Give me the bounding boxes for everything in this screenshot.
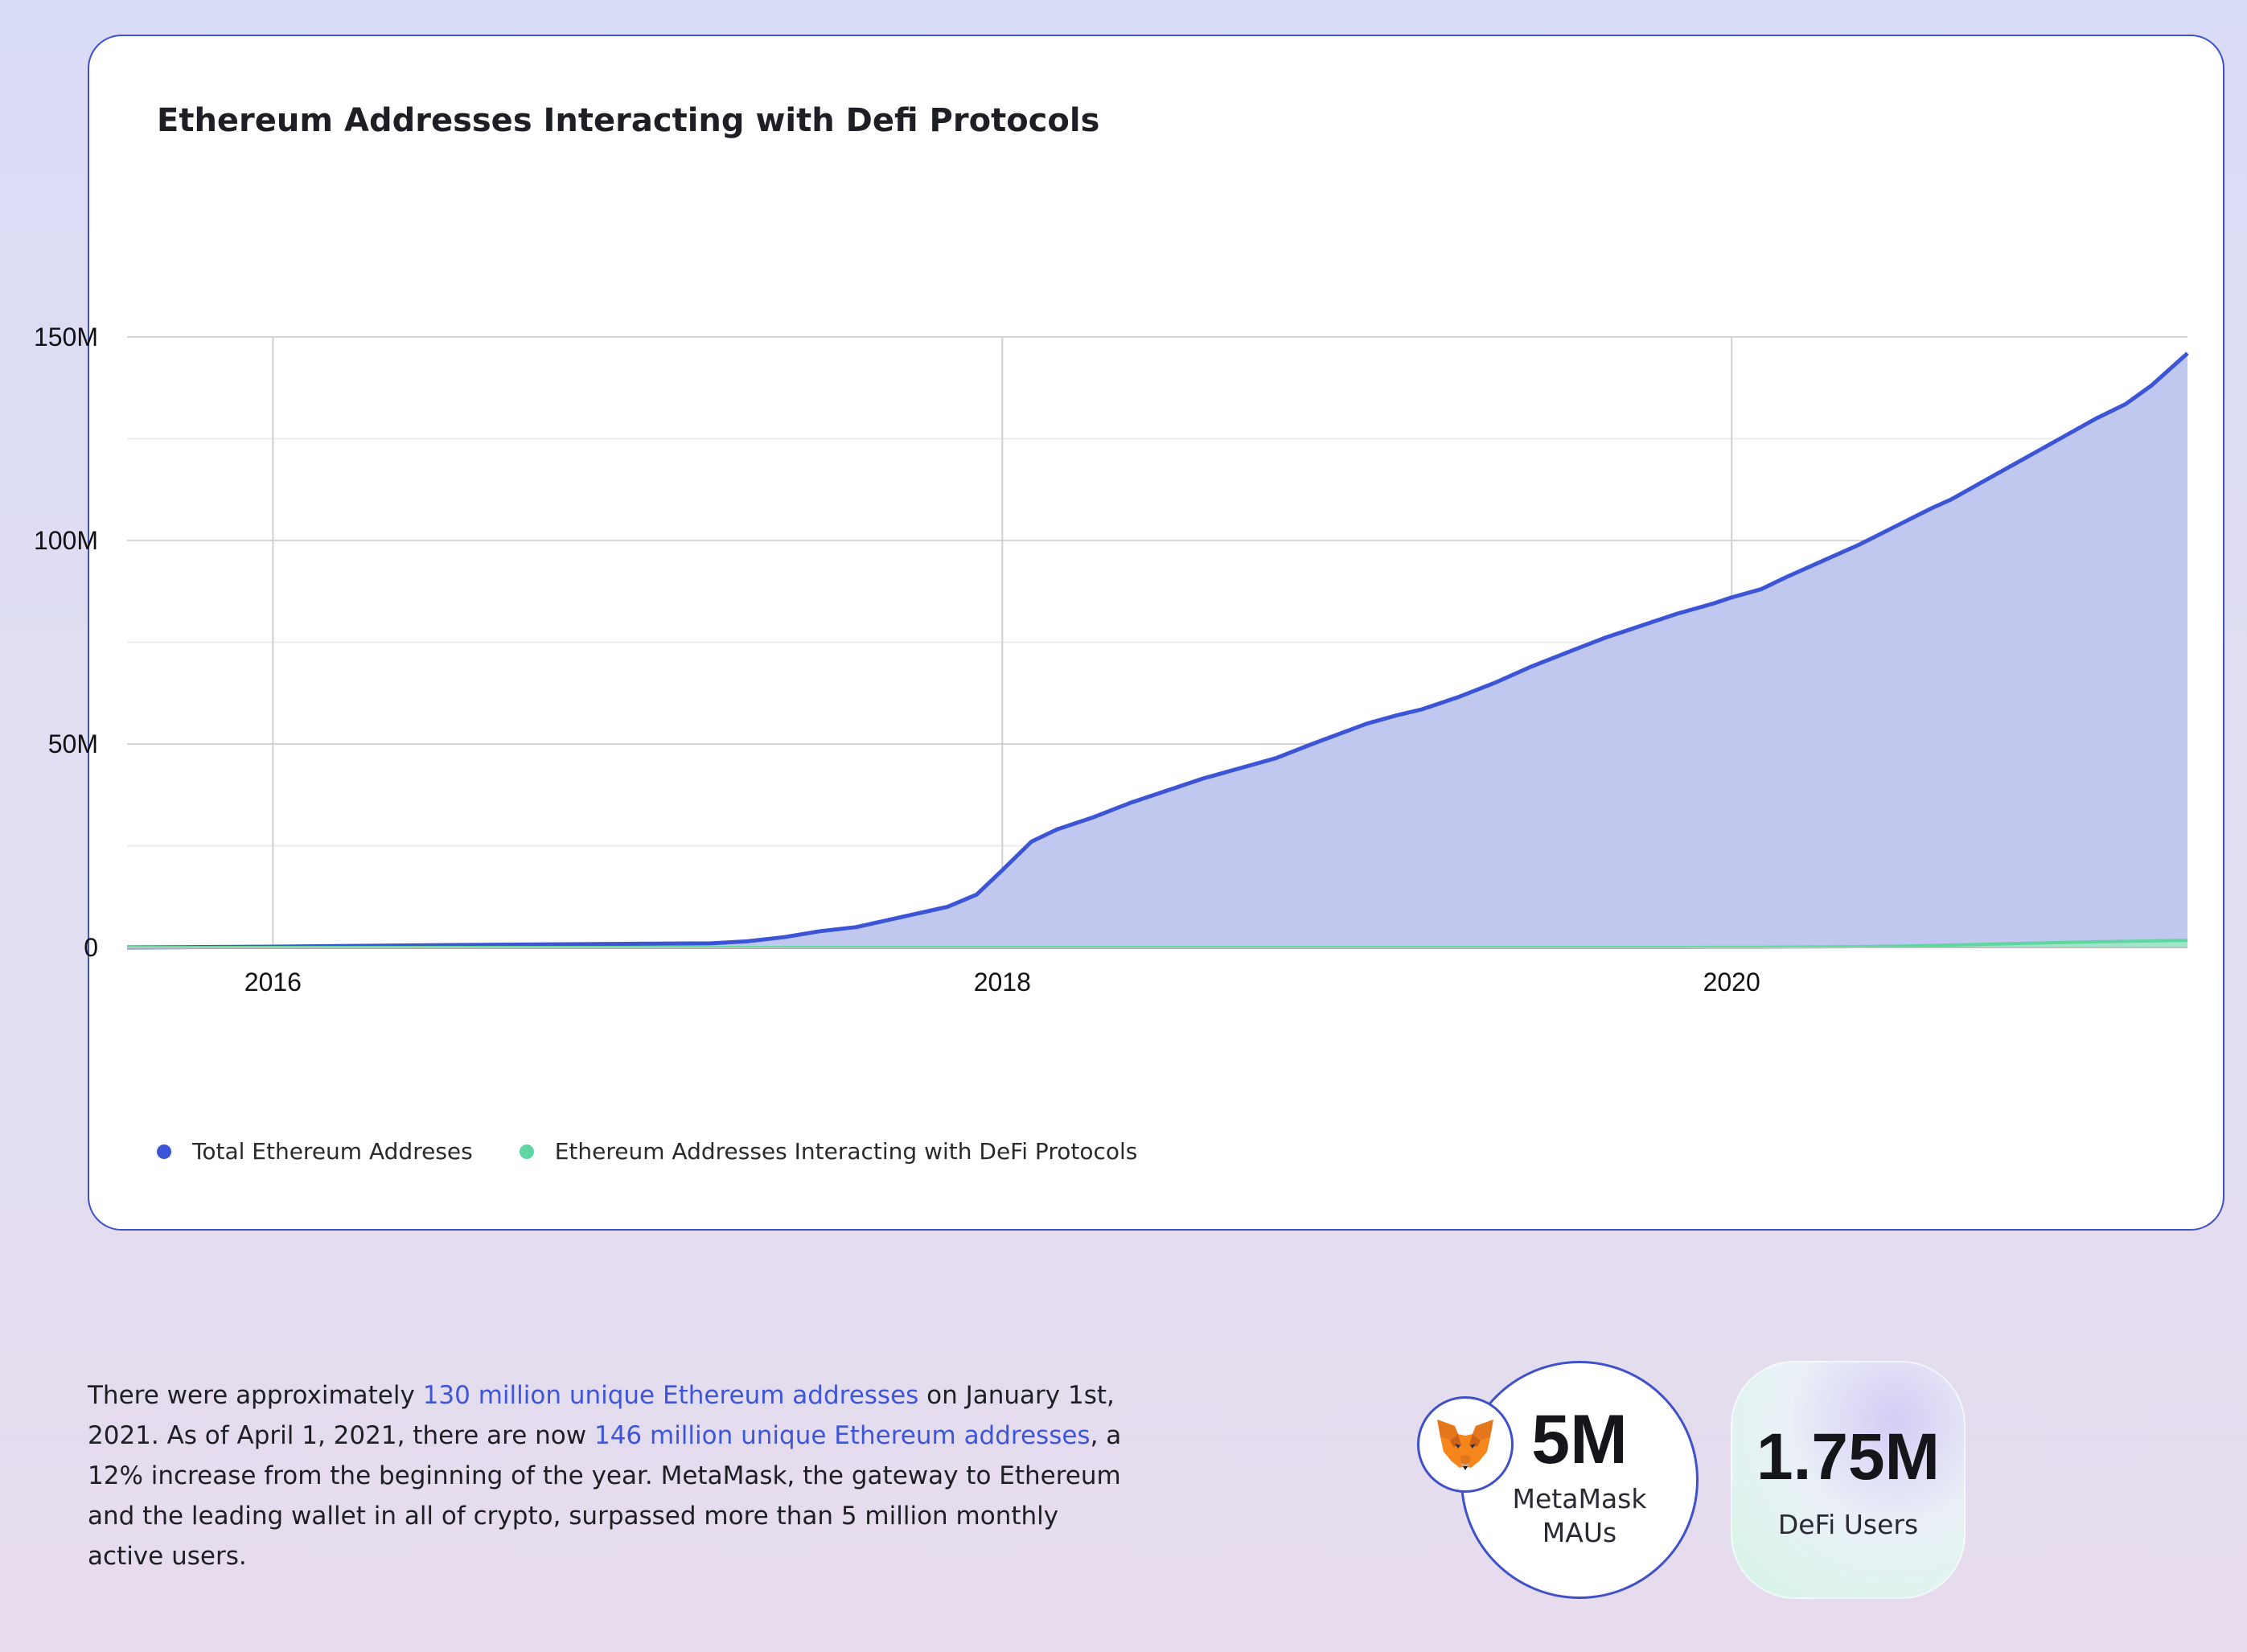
link-130-million-addresses[interactable]: 130 million unique Ethereum addresses	[422, 1381, 919, 1410]
y-tick-label: 0	[84, 933, 98, 962]
metamask-mau-label-2: MAUs	[1542, 1517, 1617, 1548]
x-tick-label: 2018	[974, 968, 1031, 997]
summary-text-1: There were approximately	[88, 1381, 423, 1410]
x-tick-label: 2016	[244, 968, 302, 997]
metamask-mau-label-1: MetaMask	[1512, 1483, 1647, 1514]
metamask-mau-value: 5M	[1531, 1401, 1628, 1478]
legend-label-total: Total Ethereum Addreses	[192, 1138, 473, 1165]
defi-users-value: 1.75M	[1756, 1420, 1940, 1494]
y-tick-label: 150M	[34, 323, 98, 351]
summary-paragraph: There were approximately 130 million uni…	[88, 1375, 1125, 1576]
chart-title: Ethereum Addresses Interacting with Defi…	[157, 102, 1100, 139]
series-area-0	[127, 353, 2187, 947]
link-146-million-addresses[interactable]: 146 million unique Ethereum addresses	[594, 1421, 1091, 1450]
defi-users-label: DeFi Users	[1777, 1509, 1919, 1540]
legend-item-defi-addresses[interactable]: Ethereum Addresses Interacting with DeFi…	[519, 1138, 1138, 1165]
y-tick-label: 50M	[48, 729, 98, 758]
x-tick-label: 2020	[1703, 968, 1760, 997]
legend-item-total-addresses[interactable]: Total Ethereum Addreses	[157, 1138, 473, 1165]
defi-users-stat: 1.75M DeFi Users	[1731, 1361, 1966, 1599]
legend-dot-total	[157, 1144, 171, 1159]
legend-dot-defi	[519, 1144, 534, 1159]
legend-label-defi: Ethereum Addresses Interacting with DeFi…	[554, 1138, 1138, 1165]
summary-text-3: , a 12% increase from the beginning of t…	[88, 1421, 1122, 1571]
series-line-0	[126, 351, 2189, 950]
chart-legend: Total Ethereum Addreses Ethereum Address…	[157, 1138, 1137, 1165]
summary-text-2: on January 1st, 2021. As of April 1, 202…	[88, 1381, 1115, 1450]
metamask-fox-icon	[1417, 1396, 1514, 1493]
y-tick-label: 100M	[34, 526, 98, 555]
metamask-mau-stat: 5M MetaMask MAUs	[1460, 1361, 1699, 1599]
